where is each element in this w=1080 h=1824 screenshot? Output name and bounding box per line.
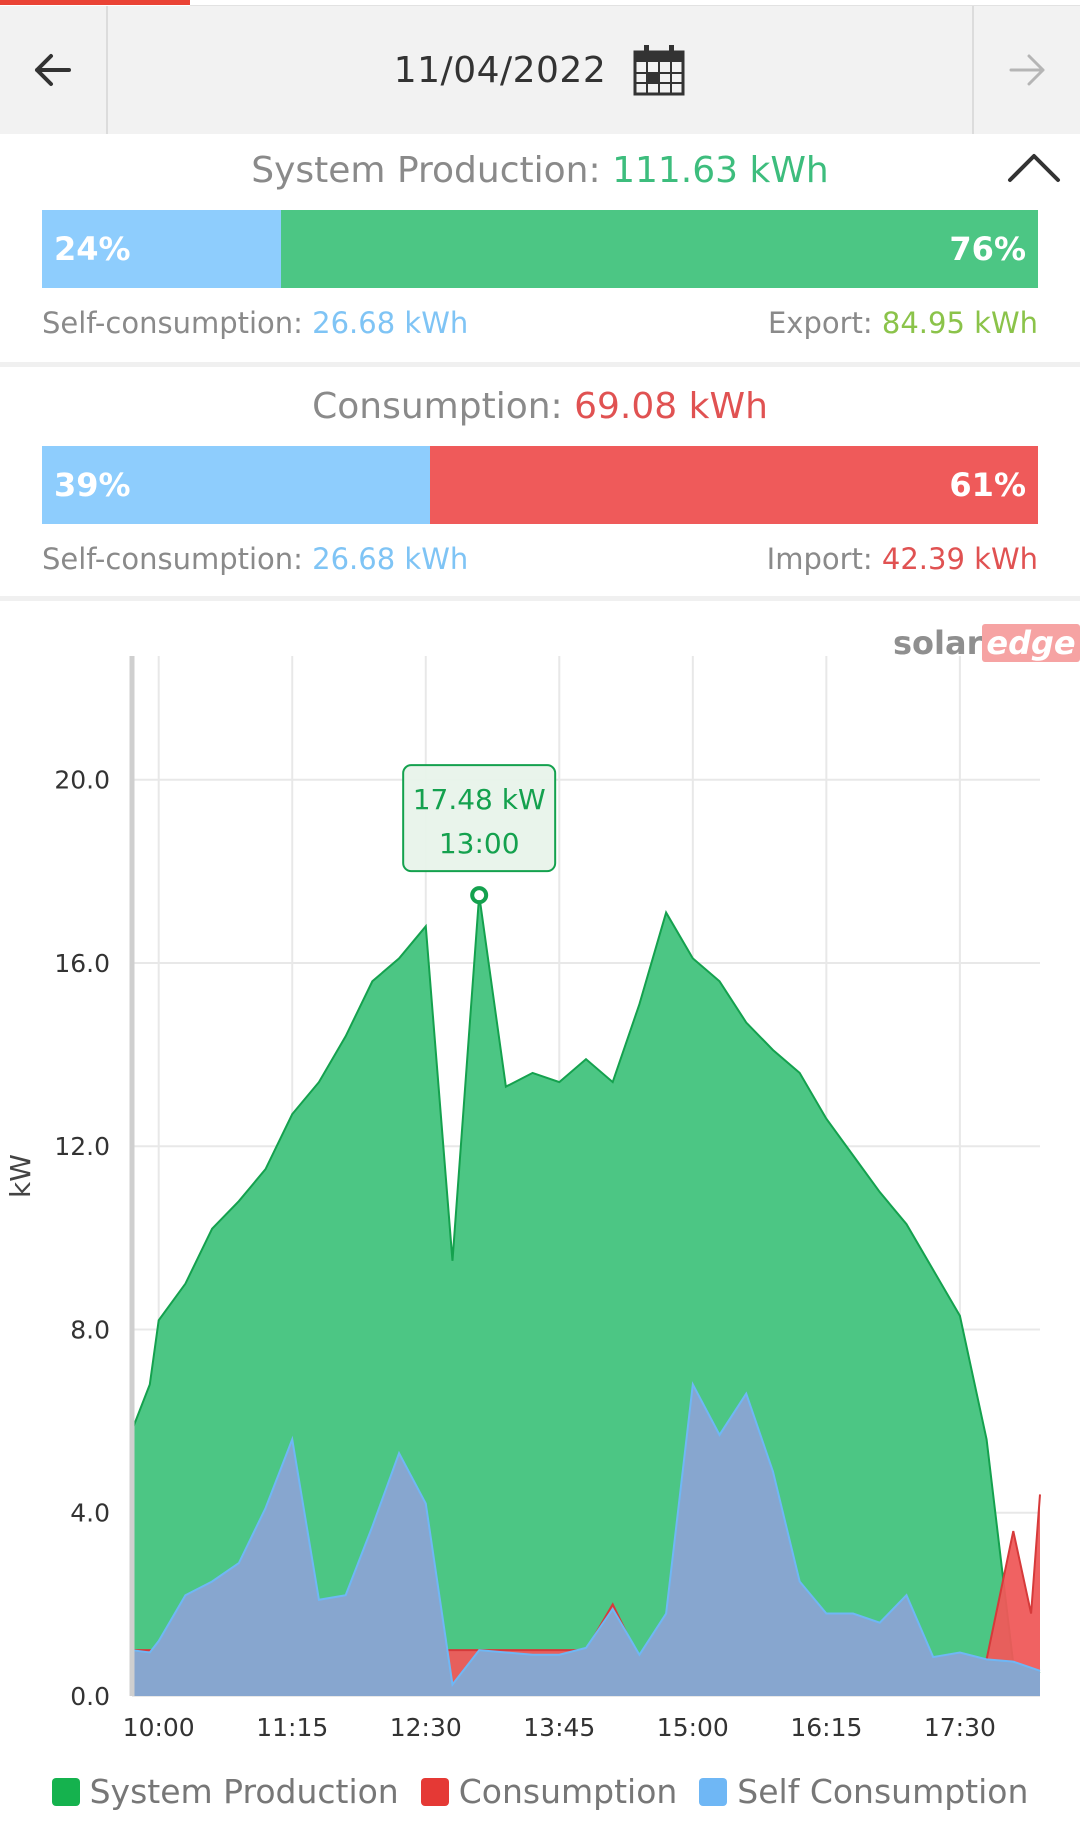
import-value: 42.39 kWh xyxy=(881,542,1038,576)
section-divider xyxy=(0,596,1080,601)
y-tick-label: 12.0 xyxy=(54,1132,110,1161)
solaredge-logo: solar edge xyxy=(893,624,1080,664)
production-split-bar: 24% 76% xyxy=(42,210,1038,288)
production-self-value: 26.68 kWh xyxy=(312,306,469,340)
legend-item-self-consumption[interactable]: Self Consumption xyxy=(699,1772,1028,1811)
date-selector[interactable]: 11/04/2022 xyxy=(108,6,972,134)
consumption-import-segment: 61% xyxy=(430,446,1038,524)
chart-legend: System Production Consumption Self Consu… xyxy=(0,1772,1080,1811)
production-self-consumption: Self-consumption: 26.68 kWh xyxy=(42,306,468,340)
chart-tooltip: 17.48 kW 13:00 xyxy=(402,764,557,905)
import-label: Import: xyxy=(766,542,873,576)
tooltip-time: 13:00 xyxy=(439,827,520,860)
x-tick-label: 11:15 xyxy=(256,1713,328,1742)
chart-axes: 10:00 11:15 12:30 13:45 15:00 16:15 17:30 0.0 4.… xyxy=(4,656,996,1742)
next-day-button[interactable] xyxy=(972,6,1080,134)
y-tick-label: 8.0 xyxy=(70,1315,110,1344)
line-self-consumption xyxy=(131,1381,1041,1688)
arrow-right-icon xyxy=(1009,54,1045,86)
production-self-segment: 24% xyxy=(42,210,282,288)
legend-label-self-consumption: Self Consumption xyxy=(737,1772,1029,1811)
consumption-self-pct: 39% xyxy=(54,466,131,504)
logo-part1: solar xyxy=(893,624,983,662)
x-tick-label: 15:00 xyxy=(657,1713,729,1742)
production-total-value: 111.63 kWh xyxy=(612,150,829,191)
production-export-pct: 76% xyxy=(949,230,1026,268)
production-self-pct: 24% xyxy=(54,230,131,268)
y-tick-label: 0.0 xyxy=(70,1682,110,1711)
production-title-label: System Production: xyxy=(251,150,601,191)
top-divider xyxy=(190,5,1080,6)
consumption-total-value: 69.08 kWh xyxy=(574,386,768,427)
consumption-import-pct: 61% xyxy=(949,466,1026,504)
consumption-title-label: Consumption: xyxy=(312,386,563,427)
production-export-segment: 76% xyxy=(281,210,1038,288)
tooltip-box xyxy=(402,764,557,873)
logo-part2: edge xyxy=(982,624,1080,662)
selected-date[interactable]: 11/04/2022 xyxy=(393,49,607,91)
production-export: Export: 84.95 kWh xyxy=(768,306,1038,340)
tooltip-point xyxy=(470,886,489,905)
x-tick-label: 16:15 xyxy=(790,1713,862,1742)
y-tick-label: 20.0 xyxy=(54,766,110,795)
legend-swatch-self-consumption xyxy=(699,1777,728,1806)
area-self-consumption xyxy=(132,1384,1040,1696)
date-navigation-bar: 11/04/2022 xyxy=(0,6,1080,134)
chart-areas xyxy=(131,895,1041,1696)
active-tab-indicator xyxy=(0,0,190,5)
y-axis-label: kW xyxy=(4,1154,37,1198)
y-tick-label: 16.0 xyxy=(54,949,110,978)
consumption-split-bar: 39% 61% xyxy=(42,446,1038,524)
previous-day-button[interactable] xyxy=(0,6,108,134)
production-self-label: Self-consumption: xyxy=(42,306,303,340)
line-system-production xyxy=(131,895,1041,1675)
legend-label-production: System Production xyxy=(89,1772,399,1811)
chevron-up-icon[interactable] xyxy=(1006,146,1062,186)
consumption-self-consumption: Self-consumption: 26.68 kWh xyxy=(42,542,468,576)
y-tick-label: 4.0 xyxy=(70,1499,110,1528)
consumption-self-label: Self-consumption: xyxy=(42,542,303,576)
legend-swatch-production xyxy=(51,1777,80,1806)
tooltip-value: 17.48 kW xyxy=(413,783,546,816)
x-tick-label: 13:45 xyxy=(523,1713,595,1742)
arrow-left-icon xyxy=(35,54,71,86)
legend-label-consumption: Consumption xyxy=(458,1772,678,1811)
legend-item-consumption[interactable]: Consumption xyxy=(420,1772,678,1811)
consumption-title: Consumption: 69.08 kWh xyxy=(0,386,1080,427)
export-value: 84.95 kWh xyxy=(881,306,1038,340)
x-tick-label: 10:00 xyxy=(123,1713,195,1742)
power-chart[interactable]: 10:00 11:15 12:30 13:45 15:00 16:15 17:30 0.0 4.… xyxy=(0,600,1080,1780)
area-system-production xyxy=(132,895,1040,1696)
section-divider xyxy=(0,362,1080,367)
legend-item-production[interactable]: System Production xyxy=(51,1772,399,1811)
export-label: Export: xyxy=(767,306,873,340)
calendar-icon[interactable] xyxy=(632,43,686,97)
production-title: System Production: 111.63 kWh xyxy=(0,150,1080,191)
consumption-import: Import: 42.39 kWh xyxy=(767,542,1038,576)
x-tick-label: 17:30 xyxy=(924,1713,996,1742)
consumption-self-value: 26.68 kWh xyxy=(312,542,469,576)
x-tick-label: 12:30 xyxy=(390,1713,462,1742)
consumption-self-segment: 39% xyxy=(42,446,431,524)
legend-swatch-consumption xyxy=(420,1777,449,1806)
